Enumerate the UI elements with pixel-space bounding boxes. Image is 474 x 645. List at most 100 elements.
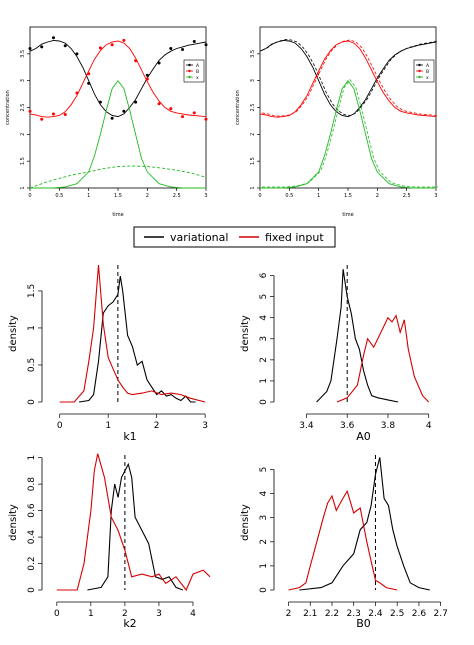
x-axis-label: k2 bbox=[123, 617, 136, 630]
plot-frame bbox=[29, 26, 207, 189]
series-line-x-dashed bbox=[29, 165, 207, 189]
y-tick-label: 2 bbox=[259, 357, 269, 363]
y-tick-label: 0.8 bbox=[27, 477, 37, 492]
y-tick-label: 4 bbox=[259, 490, 269, 496]
y-tick-label: 1.5 bbox=[20, 157, 26, 165]
data-point bbox=[40, 45, 44, 49]
data-point bbox=[75, 52, 79, 56]
y-tick-label: 2 bbox=[20, 133, 26, 136]
main-legend: variational fixed input bbox=[133, 226, 336, 248]
y-tick-label: 3 bbox=[20, 79, 26, 82]
data-point bbox=[145, 77, 149, 81]
plot-frame bbox=[259, 26, 437, 189]
panel-legend-label: B bbox=[196, 69, 199, 75]
x-tick-label: 3.4 bbox=[299, 421, 314, 431]
y-tick-label: 0.4 bbox=[27, 530, 37, 545]
series-line-b-dashed bbox=[261, 39, 439, 117]
x-tick-label: 1 bbox=[105, 421, 111, 431]
y-axis-label: density bbox=[240, 315, 251, 352]
x-axis-label: k1 bbox=[123, 430, 136, 443]
x-tick-label: 1 bbox=[317, 193, 320, 199]
y-tick-label: 0 bbox=[259, 399, 269, 405]
x-tick-label: 3 bbox=[202, 421, 208, 431]
data-point bbox=[87, 81, 91, 85]
x-tick-label: 2 bbox=[286, 609, 292, 619]
y-tick-label: 0 bbox=[27, 399, 37, 405]
legend-label-variational: variational bbox=[170, 231, 228, 244]
data-point bbox=[63, 44, 67, 48]
data-point bbox=[204, 117, 208, 121]
y-axis-label: concentration bbox=[5, 90, 11, 125]
panel-legend-marker bbox=[418, 69, 421, 73]
y-axis-label: density bbox=[240, 504, 251, 541]
series-line-variational bbox=[87, 462, 183, 591]
series-line-fixed-input bbox=[56, 453, 211, 592]
y-tick-label: 1.5 bbox=[250, 157, 256, 165]
x-tick-label: 2.5 bbox=[403, 193, 411, 199]
data-point bbox=[98, 100, 102, 104]
x-tick-label: 3.6 bbox=[340, 421, 355, 431]
series-line-fixed-input bbox=[59, 264, 206, 403]
y-tick-label: 3 bbox=[259, 515, 269, 521]
y-tick-label: 1 bbox=[259, 563, 269, 569]
series-line-variational bbox=[79, 276, 196, 403]
data-point bbox=[181, 115, 185, 119]
y-tick-label: 6 bbox=[259, 272, 269, 278]
x-tick-label: 2.4 bbox=[368, 609, 383, 619]
y-tick-label: 0.5 bbox=[27, 358, 37, 372]
y-tick-label: 3 bbox=[259, 336, 269, 342]
y-tick-label: 0.2 bbox=[27, 556, 37, 570]
x-tick-label: 2.7 bbox=[433, 609, 447, 619]
data-point bbox=[204, 43, 208, 47]
x-tick-label: 1 bbox=[88, 609, 94, 619]
y-tick-label: 1 bbox=[250, 186, 256, 189]
x-tick-label: 2.3 bbox=[347, 609, 361, 619]
x-tick-label: 3 bbox=[434, 193, 437, 199]
data-point bbox=[134, 100, 138, 104]
y-tick-label: 1 bbox=[20, 186, 26, 189]
panel-legend-marker bbox=[188, 63, 191, 67]
data-point bbox=[110, 116, 114, 120]
data-point bbox=[181, 48, 185, 52]
x-tick-label: 2.5 bbox=[173, 193, 181, 199]
series-line-fixed-input bbox=[336, 314, 430, 403]
x-tick-label: 3.8 bbox=[381, 421, 396, 431]
y-tick-label: 1 bbox=[259, 378, 269, 384]
x-tick-label: 1.5 bbox=[114, 193, 122, 199]
series-line-variational bbox=[316, 269, 399, 403]
y-tick-label: 1 bbox=[27, 325, 37, 331]
x-tick-label: 3 bbox=[156, 609, 162, 619]
y-tick-label: 4 bbox=[259, 315, 269, 321]
series-line-variational bbox=[299, 457, 430, 591]
series-line-x-dashed bbox=[262, 79, 438, 188]
x-tick-label: 4 bbox=[190, 609, 196, 619]
chart-B0: 2 2.1 2.2 2.3 2.4 2.5 2.6 2.7 0 1 2 3 4 5 B0 density bbox=[240, 455, 448, 630]
y-tick-label: 0.6 bbox=[27, 503, 37, 518]
panel-legend-marker bbox=[188, 75, 191, 79]
x-axis-label: time bbox=[112, 212, 123, 218]
data-point bbox=[75, 91, 79, 95]
x-axis-label: B0 bbox=[356, 617, 371, 630]
series-line-fixed-input bbox=[288, 489, 398, 591]
data-point bbox=[98, 46, 102, 50]
data-point bbox=[63, 112, 67, 116]
data-point bbox=[122, 109, 126, 113]
data-point bbox=[51, 36, 55, 40]
x-tick-label: 1 bbox=[87, 193, 90, 199]
chart-top-right-series bbox=[259, 38, 439, 189]
data-point bbox=[157, 102, 161, 106]
series-line-x bbox=[30, 79, 206, 189]
panel-legend-label: x bbox=[196, 76, 199, 81]
data-point bbox=[192, 111, 196, 115]
y-tick-label: 3.5 bbox=[20, 50, 26, 58]
y-tick-label: 5 bbox=[259, 467, 269, 473]
y-tick-label: 1.5 bbox=[27, 284, 37, 298]
y-tick-label: 2 bbox=[250, 133, 256, 136]
data-point bbox=[87, 72, 91, 76]
data-point bbox=[28, 46, 32, 50]
y-tick-label: 0 bbox=[27, 587, 37, 593]
panel-legend-label: A bbox=[426, 63, 430, 69]
x-tick-label: 2 bbox=[146, 193, 149, 199]
panel-legend-marker bbox=[418, 63, 421, 67]
data-point bbox=[51, 112, 55, 116]
